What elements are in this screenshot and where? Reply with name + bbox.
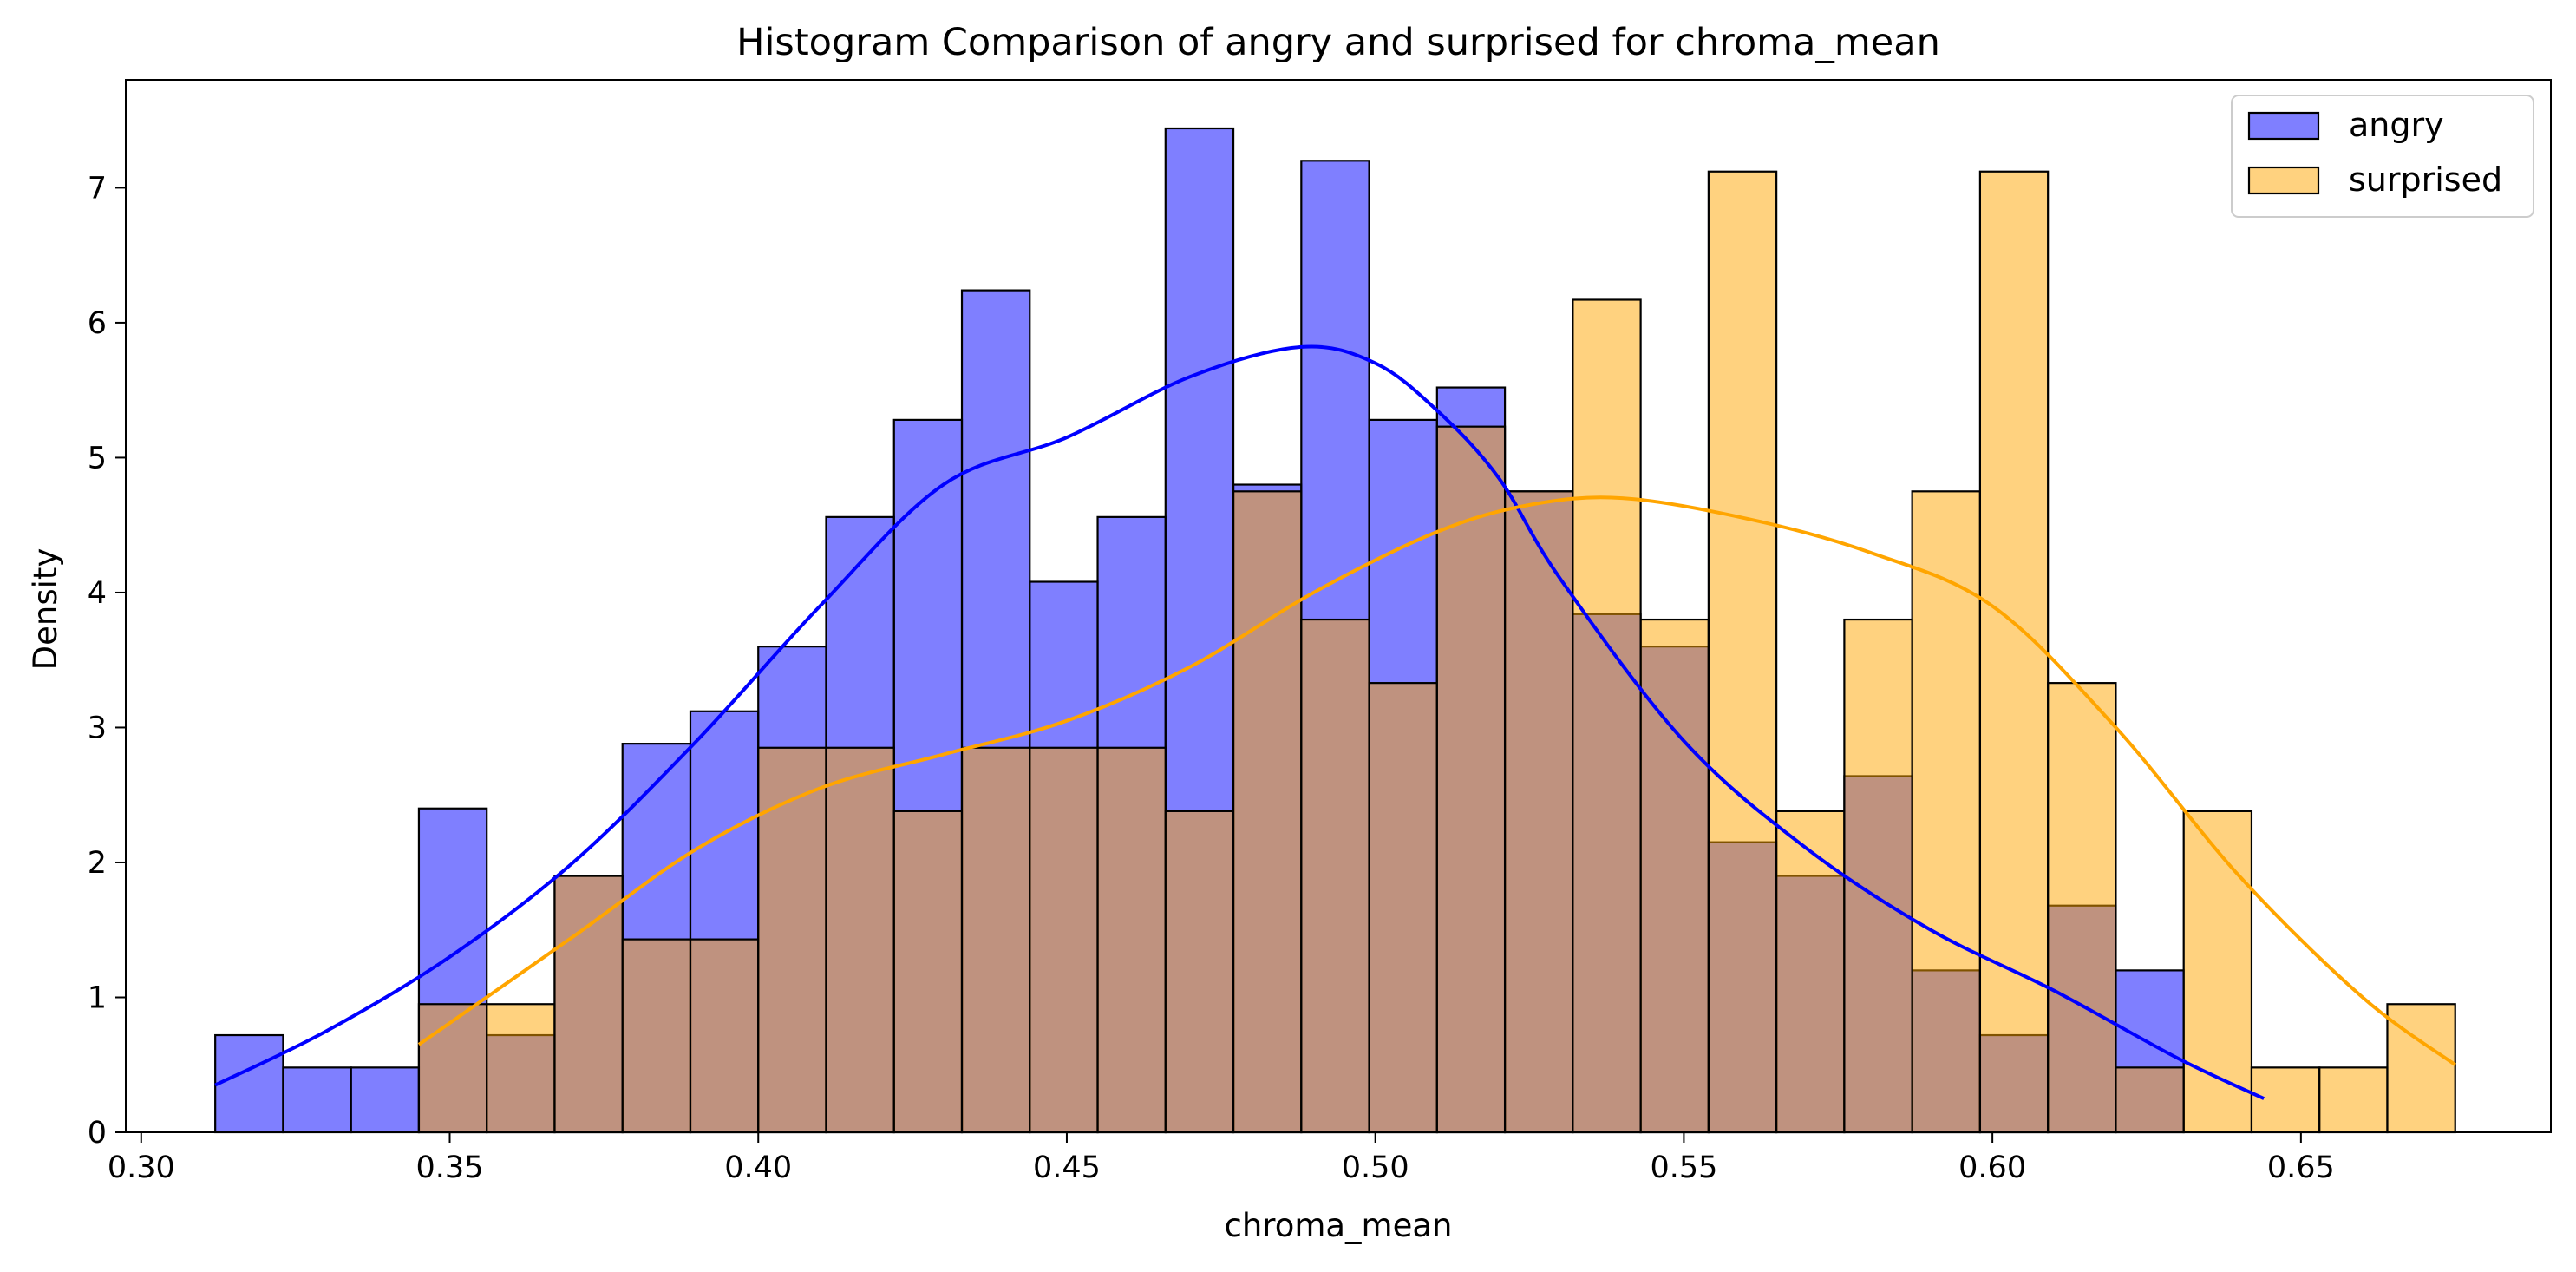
legend-swatch-angry xyxy=(2247,111,2320,141)
x-axis-label: chroma_mean xyxy=(1225,1207,1453,1244)
bar-surprised-10 xyxy=(1096,746,1167,1134)
bar-surprised-28 xyxy=(2318,1066,2389,1134)
bar-surprised-23 xyxy=(1978,170,2050,1134)
y-tick-label: 4 xyxy=(88,576,107,611)
x-tick-label: 0.65 xyxy=(2267,1151,2335,1185)
y-axis-label: Density xyxy=(27,548,64,671)
bar-surprised-12 xyxy=(1232,490,1303,1134)
x-tick-label: 0.45 xyxy=(1033,1151,1101,1185)
y-tick-label: 6 xyxy=(88,306,107,341)
y-tick-label: 0 xyxy=(88,1116,107,1151)
bar-surprised-3 xyxy=(621,938,692,1134)
y-tick-label: 1 xyxy=(88,980,107,1015)
x-tick-label: 0.40 xyxy=(724,1151,792,1185)
bar-surprised-9 xyxy=(1029,746,1099,1134)
bar-surprised-21 xyxy=(1843,618,1913,1134)
bar-surprised-7 xyxy=(892,810,964,1134)
bar-surprised-17 xyxy=(1572,298,1642,1134)
bar-surprised-8 xyxy=(960,746,1031,1134)
bar-angry-1 xyxy=(282,1066,352,1134)
bar-surprised-26 xyxy=(2182,810,2253,1134)
x-tick-label: 0.35 xyxy=(416,1151,484,1185)
bar-surprised-0 xyxy=(417,1003,488,1134)
y-tick-label: 2 xyxy=(88,846,107,881)
bar-surprised-25 xyxy=(2115,1066,2185,1134)
bar-surprised-13 xyxy=(1300,618,1370,1134)
x-axis: 0.30 0.35 0.40 0.45 0.50 0.55 0.60 0.65 xyxy=(108,1132,2335,1185)
bar-surprised-20 xyxy=(1775,810,1846,1134)
bar-surprised-14 xyxy=(1368,682,1438,1134)
bar-surprised-16 xyxy=(1503,490,1574,1134)
legend-swatch-surprised xyxy=(2247,166,2320,195)
bar-surprised-1 xyxy=(486,1003,556,1134)
kde-layer xyxy=(214,344,2456,1100)
bar-surprised-27 xyxy=(2250,1066,2321,1134)
y-tick-label: 3 xyxy=(88,711,107,745)
kde-line-surprised xyxy=(417,495,2456,1066)
chart-title: Histogram Comparison of angry and surpri… xyxy=(736,21,1940,64)
y-axis: 0 1 2 3 4 5 6 7 xyxy=(88,171,126,1151)
bar-surprised-4 xyxy=(689,938,760,1134)
bars-layer xyxy=(214,127,2456,1134)
bar-surprised-6 xyxy=(825,746,895,1134)
bar-surprised-22 xyxy=(1911,490,1982,1134)
kde-line-angry xyxy=(214,344,2265,1100)
legend: angry surprised xyxy=(2231,95,2534,218)
x-tick-label: 0.30 xyxy=(108,1151,175,1185)
bar-surprised-11 xyxy=(1164,810,1235,1134)
bar-surprised-2 xyxy=(553,875,624,1134)
bar-angry-2 xyxy=(350,1066,421,1134)
x-tick-label: 0.60 xyxy=(1958,1151,2026,1185)
bar-surprised-18 xyxy=(1639,618,1710,1134)
x-tick-label: 0.50 xyxy=(1342,1151,1409,1185)
bar-surprised-19 xyxy=(1707,170,1778,1134)
bar-angry-0 xyxy=(214,1033,284,1134)
y-tick-label: 7 xyxy=(88,171,107,206)
y-tick-label: 5 xyxy=(88,441,107,475)
bar-surprised-5 xyxy=(757,746,827,1134)
plot-frame xyxy=(125,79,2552,1133)
x-tick-label: 0.55 xyxy=(1650,1151,1717,1185)
legend-label-surprised: surprised xyxy=(2349,161,2502,199)
legend-label-angry: angry xyxy=(2349,106,2444,144)
bar-surprised-24 xyxy=(2047,682,2117,1134)
bar-surprised-15 xyxy=(1435,425,1507,1134)
